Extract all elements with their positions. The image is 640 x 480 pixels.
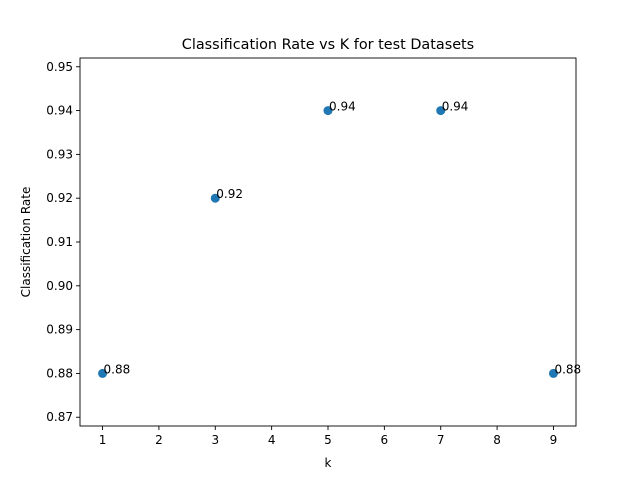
y-tick-label: 0.94	[46, 104, 73, 118]
x-tick-label: 2	[155, 433, 163, 447]
x-tick-label: 5	[324, 433, 332, 447]
data-point-label: 0.94	[442, 100, 469, 114]
data-point-label: 0.94	[329, 100, 356, 114]
data-point	[98, 368, 108, 378]
y-tick-label: 0.90	[46, 279, 73, 293]
x-tick-label: 6	[381, 433, 389, 447]
y-tick-label: 0.88	[46, 366, 73, 380]
plot-area	[79, 57, 577, 427]
data-point-label: 0.88	[104, 362, 131, 376]
y-tick-label: 0.92	[46, 191, 73, 205]
x-tick-label: 9	[550, 433, 558, 447]
x-tick-label: 8	[493, 433, 501, 447]
data-point-label: 0.88	[554, 362, 581, 376]
x-axis-label: k	[325, 456, 332, 470]
data-point-label: 0.92	[216, 187, 243, 201]
chart-title: Classification Rate vs K for test Datase…	[182, 37, 474, 53]
y-tick-label: 0.89	[46, 323, 73, 337]
data-point	[323, 106, 333, 116]
x-tick-label: 7	[437, 433, 445, 447]
y-tick-label: 0.95	[46, 60, 73, 74]
data-labels: 0.88 0.92 0.94 0.94 0.88	[104, 100, 582, 377]
y-axis-label: Classification Rate	[19, 187, 33, 298]
data-point	[436, 106, 446, 116]
x-tick-label: 1	[99, 433, 107, 447]
x-axis-ticks: 1 2 3 4 5 6 7 8 9	[99, 426, 558, 447]
data-point	[210, 193, 220, 203]
x-tick-label: 3	[211, 433, 219, 447]
data-points	[98, 106, 558, 378]
y-tick-label: 0.93	[46, 147, 73, 161]
x-tick-label: 4	[268, 433, 276, 447]
y-tick-label: 0.91	[46, 235, 73, 249]
data-point	[548, 368, 558, 378]
y-tick-label: 0.87	[46, 410, 73, 424]
y-axis-ticks: 0.87 0.88 0.89 0.90 0.91 0.92 0.93 0.94 0.95	[46, 60, 80, 424]
